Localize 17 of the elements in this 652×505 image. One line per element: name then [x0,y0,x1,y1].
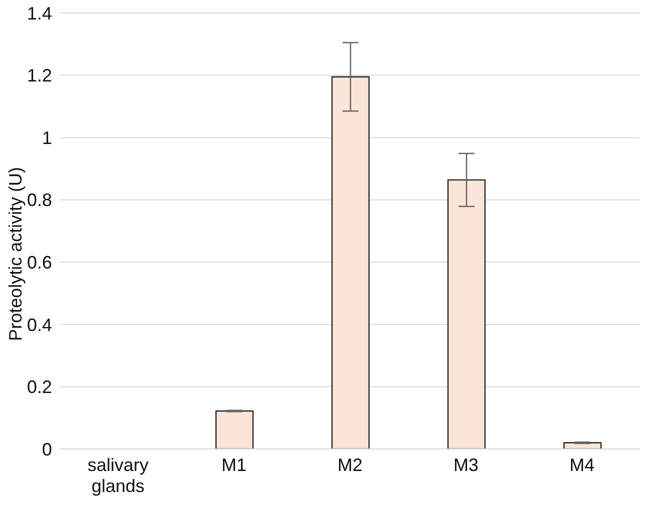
bar [447,179,486,449]
x-tick-label: salivary glands [87,455,149,496]
y-tick-label: 0.6 [26,252,52,273]
y-tick-label: 1.4 [26,3,52,24]
x-tick-label: M2 [337,455,363,475]
bar [331,76,370,449]
y-tick-label: 0.2 [26,377,52,398]
x-tick-label: M3 [453,455,479,475]
x-tick-label: M4 [569,455,595,475]
y-axis-title: Proteolytic activity (U) [5,166,26,341]
x-tick-label: M1 [221,455,247,475]
bar [215,410,254,449]
y-tick-label: 0.8 [26,190,52,210]
y-tick-label: 1 [42,128,52,148]
y-tick-label: 1.2 [26,66,52,86]
y-tick-label: 0.4 [26,314,52,335]
y-tick-label: 0 [42,439,52,460]
